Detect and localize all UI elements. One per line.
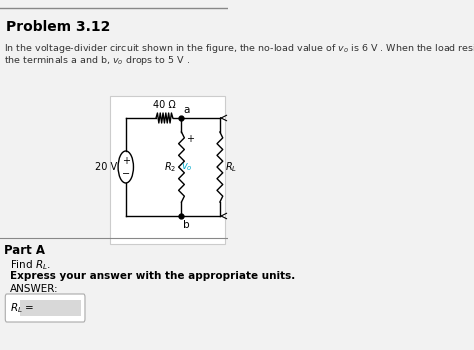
Text: Part A: Part A: [4, 244, 45, 257]
Text: a: a: [183, 105, 189, 115]
Text: Problem 3.12: Problem 3.12: [6, 20, 110, 34]
Text: +: +: [186, 134, 194, 144]
Text: Find $R_L$.: Find $R_L$.: [9, 258, 51, 272]
FancyBboxPatch shape: [5, 294, 85, 322]
Text: 40 Ω: 40 Ω: [153, 100, 176, 110]
Text: In the voltage-divider circuit shown in the figure, the no-load value of $v_o$ i: In the voltage-divider circuit shown in …: [4, 42, 474, 55]
Text: +: +: [122, 156, 130, 166]
Text: Express your answer with the appropriate units.: Express your answer with the appropriate…: [9, 271, 295, 281]
Text: $R_L$ =: $R_L$ =: [9, 301, 34, 315]
Text: −: −: [122, 169, 130, 179]
Text: $R_L$: $R_L$: [225, 160, 237, 174]
Text: ANSWER:: ANSWER:: [9, 284, 58, 294]
Bar: [110, 96, 225, 244]
Text: b: b: [183, 220, 190, 230]
Bar: [20, 300, 81, 316]
Text: the terminals a and b, $v_o$ drops to 5 V .: the terminals a and b, $v_o$ drops to 5 …: [4, 54, 190, 67]
Text: $v_o$: $v_o$: [181, 161, 192, 173]
Text: 20 V: 20 V: [94, 162, 117, 172]
Text: $R_2$: $R_2$: [164, 160, 177, 174]
